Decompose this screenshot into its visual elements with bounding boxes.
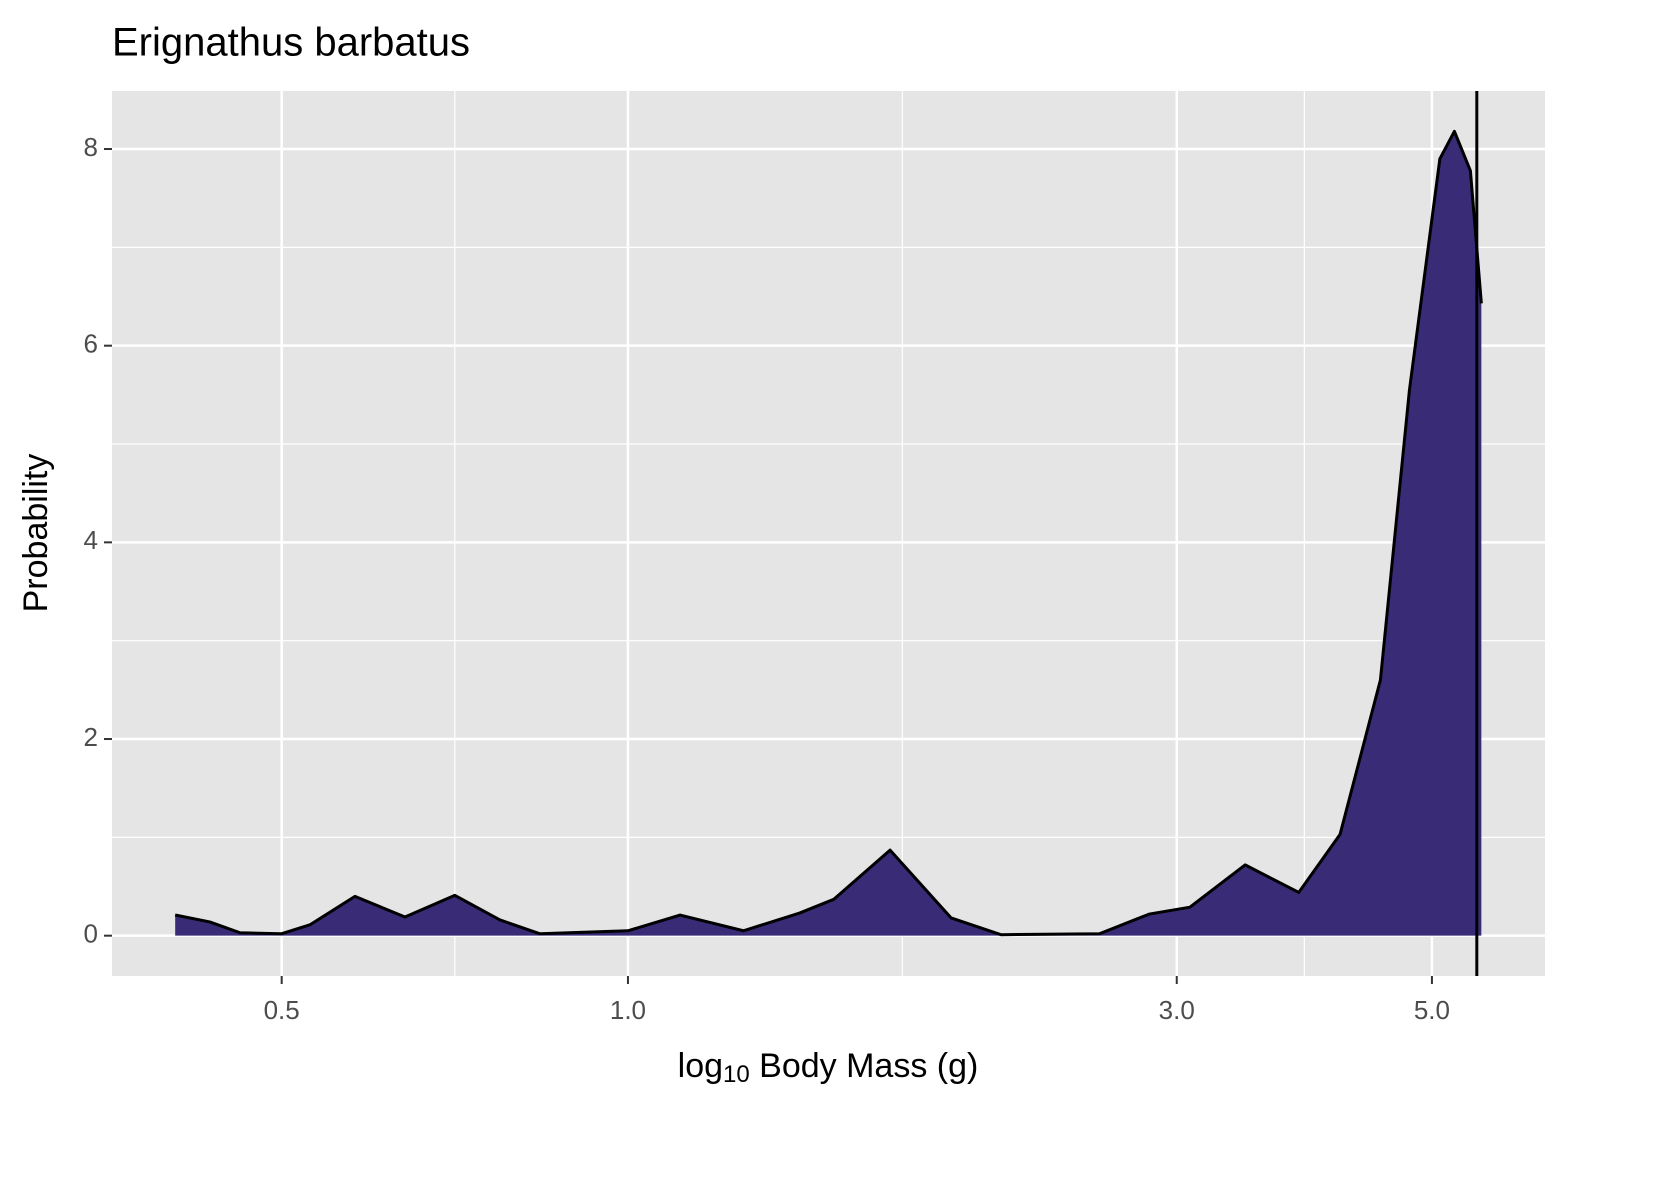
y-tick-label: 4 xyxy=(84,525,98,555)
y-tick-label: 2 xyxy=(84,722,98,752)
x-tick-label: 0.5 xyxy=(264,995,300,1025)
chart-title: Erignathus barbatus xyxy=(112,21,470,65)
x-axis-title-rest: Body Mass (g) xyxy=(750,1047,979,1085)
y-axis-title: Probability xyxy=(17,454,55,613)
y-tick-label: 8 xyxy=(84,132,98,162)
plot-panel xyxy=(112,91,1545,976)
density-line xyxy=(174,129,1483,937)
x-axis-title-main: log xyxy=(678,1047,723,1085)
x-tick-label: 1.0 xyxy=(610,995,646,1025)
x-axis-title: log10 Body Mass (g) xyxy=(678,1047,979,1088)
x-tick-label: 5.0 xyxy=(1414,995,1450,1025)
y-tick-label: 0 xyxy=(84,919,98,949)
y-tick-label: 6 xyxy=(84,329,98,359)
density-area xyxy=(175,131,1482,936)
x-axis-title-sub: 10 xyxy=(723,1061,750,1088)
x-tick-label: 3.0 xyxy=(1159,995,1195,1025)
